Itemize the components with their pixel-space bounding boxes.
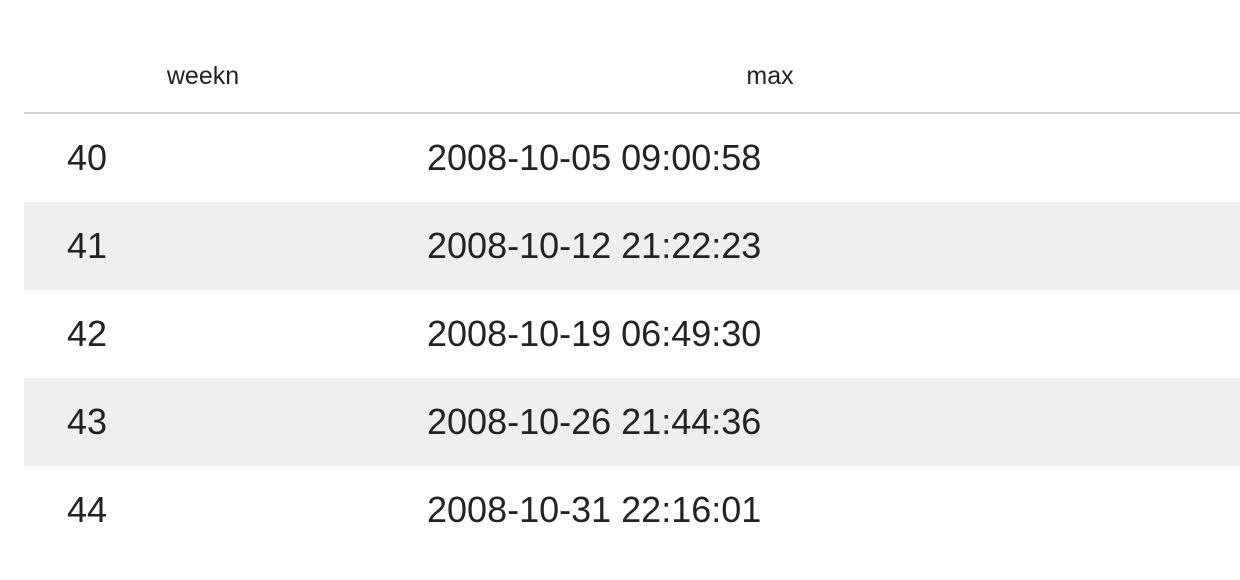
table-body: 40 2008-10-05 09:00:58 41 2008-10-12 21:… <box>24 113 1240 554</box>
weekn-cell: 44 <box>67 489 108 530</box>
weekn-cell: 43 <box>24 378 424 466</box>
column-header-label: weekn <box>166 62 240 90</box>
table-row: 44 2008-10-31 22:16:01 <box>24 466 1240 554</box>
table-row: 42 2008-10-19 06:49:30 <box>24 290 1240 378</box>
header-row: weekn max <box>24 0 1240 114</box>
max-cell: 2008-10-26 21:44:36 <box>424 378 1240 466</box>
max-cell: 2008-10-12 21:22:23 <box>424 202 1240 290</box>
data-table: weekn max 40 2008-10-05 09:00:58 41 2008… <box>24 0 1240 554</box>
max-cell: 2008-10-05 09:00:58 <box>427 137 762 178</box>
column-header-label: max <box>746 62 794 90</box>
column-header-weekn[interactable]: weekn <box>24 0 424 114</box>
table-row: 41 2008-10-12 21:22:23 <box>24 202 1240 290</box>
max-cell: 2008-10-31 22:16:01 <box>427 489 762 530</box>
table-header: weekn max <box>24 0 1240 114</box>
table-row: 43 2008-10-26 21:44:36 <box>24 378 1240 466</box>
column-header-max[interactable]: max <box>424 0 1240 114</box>
max-cell: 2008-10-19 06:49:30 <box>427 313 762 354</box>
table-row: 40 2008-10-05 09:00:58 <box>24 113 1240 202</box>
weekn-cell: 40 <box>67 137 108 178</box>
weekn-cell: 42 <box>67 313 108 354</box>
weekn-cell: 41 <box>24 202 424 290</box>
data-table-container: weekn max 40 2008-10-05 09:00:58 41 2008… <box>24 0 1240 554</box>
